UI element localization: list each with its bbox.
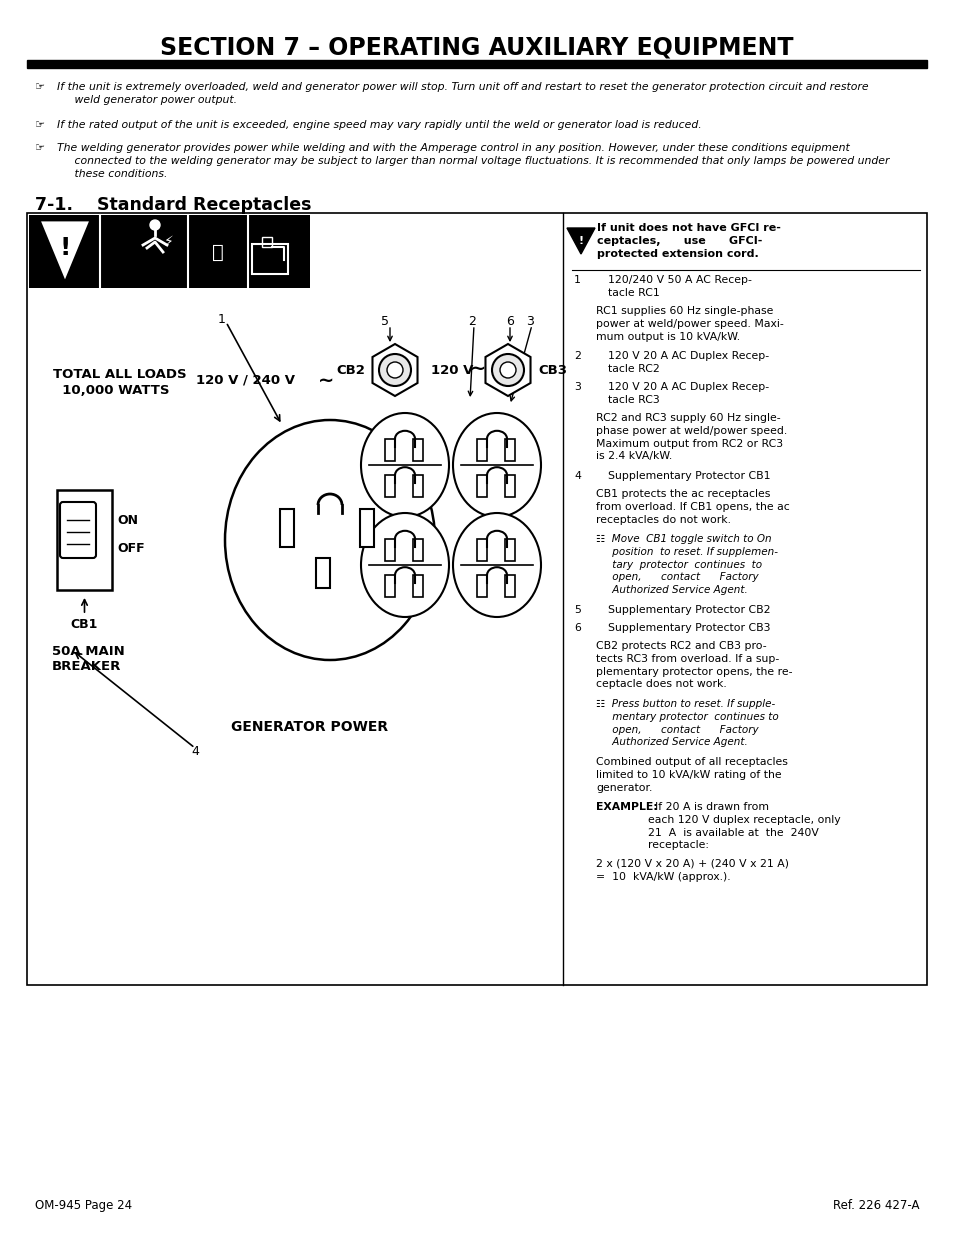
Text: CB2: CB2 xyxy=(335,363,365,377)
Text: Supplementary Protector CB2: Supplementary Protector CB2 xyxy=(607,605,770,615)
Text: RC2 and RC3 supply 60 Hz single-
phase power at weld/power speed.
Maximum output: RC2 and RC3 supply 60 Hz single- phase p… xyxy=(596,412,786,462)
Text: 3: 3 xyxy=(525,315,534,329)
Text: OM-945 Page 24: OM-945 Page 24 xyxy=(35,1199,132,1212)
Polygon shape xyxy=(372,345,417,396)
Text: 💥: 💥 xyxy=(212,242,224,262)
Ellipse shape xyxy=(360,513,449,618)
Ellipse shape xyxy=(453,412,540,517)
Circle shape xyxy=(387,362,402,378)
Bar xyxy=(413,438,422,461)
Text: ☷  Press button to reset. If supple-
     mentary protector  continues to
     o: ☷ Press button to reset. If supple- ment… xyxy=(596,699,778,747)
Bar xyxy=(385,438,395,461)
Bar xyxy=(385,576,395,598)
Text: 5: 5 xyxy=(574,605,580,615)
Circle shape xyxy=(150,220,160,230)
Text: ∼: ∼ xyxy=(469,358,486,378)
Bar xyxy=(504,475,515,498)
Text: TOTAL ALL LOADS
  10,000 WATTS: TOTAL ALL LOADS 10,000 WATTS xyxy=(53,368,187,396)
Text: ∼: ∼ xyxy=(317,370,334,389)
Text: ☞: ☞ xyxy=(35,143,45,153)
Bar xyxy=(280,509,294,547)
Bar xyxy=(413,538,422,561)
Text: Combined output of all receptacles
limited to 10 kVA/kW rating of the
generator.: Combined output of all receptacles limit… xyxy=(596,757,787,793)
Bar xyxy=(504,438,515,461)
Text: 7-1.    Standard Receptacles: 7-1. Standard Receptacles xyxy=(35,196,312,214)
Bar xyxy=(57,490,112,590)
Bar xyxy=(476,438,486,461)
Text: ☞: ☞ xyxy=(35,120,45,130)
Polygon shape xyxy=(485,345,530,396)
Text: 4: 4 xyxy=(191,745,199,758)
Text: RC1 supplies 60 Hz single-phase
power at weld/power speed. Maxi-
mum output is 1: RC1 supplies 60 Hz single-phase power at… xyxy=(596,306,783,342)
Text: 2 x (120 V x 20 A) + (240 V x 21 A)
=  10  kVA/kW (approx.).: 2 x (120 V x 20 A) + (240 V x 21 A) = 10… xyxy=(596,860,788,882)
Text: 120 V 20 A AC Duplex Recep-
tacle RC2: 120 V 20 A AC Duplex Recep- tacle RC2 xyxy=(607,351,768,374)
Ellipse shape xyxy=(360,412,449,517)
Text: EXAMPLE:: EXAMPLE: xyxy=(596,802,657,811)
Text: The welding generator provides power while welding and with the Amperage control: The welding generator provides power whi… xyxy=(57,143,888,179)
Text: 3: 3 xyxy=(574,382,580,391)
Text: CB2 protects RC2 and CB3 pro-
tects RC3 from overload. If a sup-
plementary prot: CB2 protects RC2 and CB3 pro- tects RC3 … xyxy=(596,641,792,689)
Text: Ref. 226 427-A: Ref. 226 427-A xyxy=(833,1199,919,1212)
Polygon shape xyxy=(39,220,91,283)
Text: Supplementary Protector CB1: Supplementary Protector CB1 xyxy=(607,471,770,480)
Circle shape xyxy=(378,354,411,387)
Text: If 20 A is drawn from
each 120 V duplex receptacle, only
21  A  is available at : If 20 A is drawn from each 120 V duplex … xyxy=(647,802,840,851)
Bar xyxy=(476,538,486,561)
Text: 1: 1 xyxy=(574,275,580,285)
Text: If unit does not have GFCI re-
ceptacles,      use      GFCI-
protected extensio: If unit does not have GFCI re- ceptacles… xyxy=(597,224,781,259)
Bar xyxy=(252,245,288,274)
Bar xyxy=(476,475,486,498)
Text: 120/240 V 50 A AC Recep-
tacle RC1: 120/240 V 50 A AC Recep- tacle RC1 xyxy=(607,275,751,298)
Circle shape xyxy=(499,362,516,378)
Ellipse shape xyxy=(453,513,540,618)
Ellipse shape xyxy=(225,420,435,659)
Text: ☞: ☞ xyxy=(35,82,45,91)
Text: ⚡: ⚡ xyxy=(164,235,173,249)
Text: ☷  Move  CB1 toggle switch to On
     position  to reset. If supplemen-
     tar: ☷ Move CB1 toggle switch to On position … xyxy=(596,534,778,595)
Text: 1: 1 xyxy=(218,312,226,326)
Polygon shape xyxy=(566,228,595,254)
Text: 120 V / 240 V: 120 V / 240 V xyxy=(195,373,294,387)
Text: 120 V 20 A AC Duplex Recep-
tacle RC3: 120 V 20 A AC Duplex Recep- tacle RC3 xyxy=(607,382,768,405)
Text: 6: 6 xyxy=(574,622,580,634)
Text: 50A MAIN
BREAKER: 50A MAIN BREAKER xyxy=(52,645,125,673)
Bar xyxy=(476,576,486,598)
Text: !: ! xyxy=(59,236,71,261)
Text: CB3: CB3 xyxy=(537,363,566,377)
FancyBboxPatch shape xyxy=(60,501,96,558)
Text: 6: 6 xyxy=(505,315,514,329)
Text: ON: ON xyxy=(117,514,138,526)
Bar xyxy=(315,558,330,588)
Bar xyxy=(359,509,374,547)
Text: !: ! xyxy=(578,236,583,246)
Text: 4: 4 xyxy=(574,471,580,480)
Text: 2: 2 xyxy=(468,315,476,329)
Bar xyxy=(262,237,272,247)
Bar xyxy=(27,61,926,68)
Bar xyxy=(413,475,422,498)
Bar xyxy=(385,475,395,498)
Text: GENERATOR POWER: GENERATOR POWER xyxy=(232,720,388,734)
Text: If the rated output of the unit is exceeded, engine speed may vary rapidly until: If the rated output of the unit is excee… xyxy=(57,120,701,130)
Text: CB1 protects the ac receptacles
from overload. If CB1 opens, the ac
receptacles : CB1 protects the ac receptacles from ove… xyxy=(596,489,789,525)
Bar xyxy=(385,538,395,561)
Text: 2: 2 xyxy=(574,351,580,361)
Bar xyxy=(27,212,926,986)
Text: CB1: CB1 xyxy=(71,619,98,631)
Bar xyxy=(504,538,515,561)
Bar xyxy=(413,576,422,598)
Text: SECTION 7 – OPERATING AUXILIARY EQUIPMENT: SECTION 7 – OPERATING AUXILIARY EQUIPMEN… xyxy=(160,35,793,59)
Circle shape xyxy=(492,354,523,387)
Text: 5: 5 xyxy=(380,315,389,329)
Text: OFF: OFF xyxy=(117,541,145,555)
Text: If the unit is extremely overloaded, weld and generator power will stop. Turn un: If the unit is extremely overloaded, wel… xyxy=(57,82,868,105)
Bar xyxy=(504,576,515,598)
Text: 120 V: 120 V xyxy=(431,363,473,377)
Text: Supplementary Protector CB3: Supplementary Protector CB3 xyxy=(607,622,770,634)
Bar xyxy=(29,215,310,288)
